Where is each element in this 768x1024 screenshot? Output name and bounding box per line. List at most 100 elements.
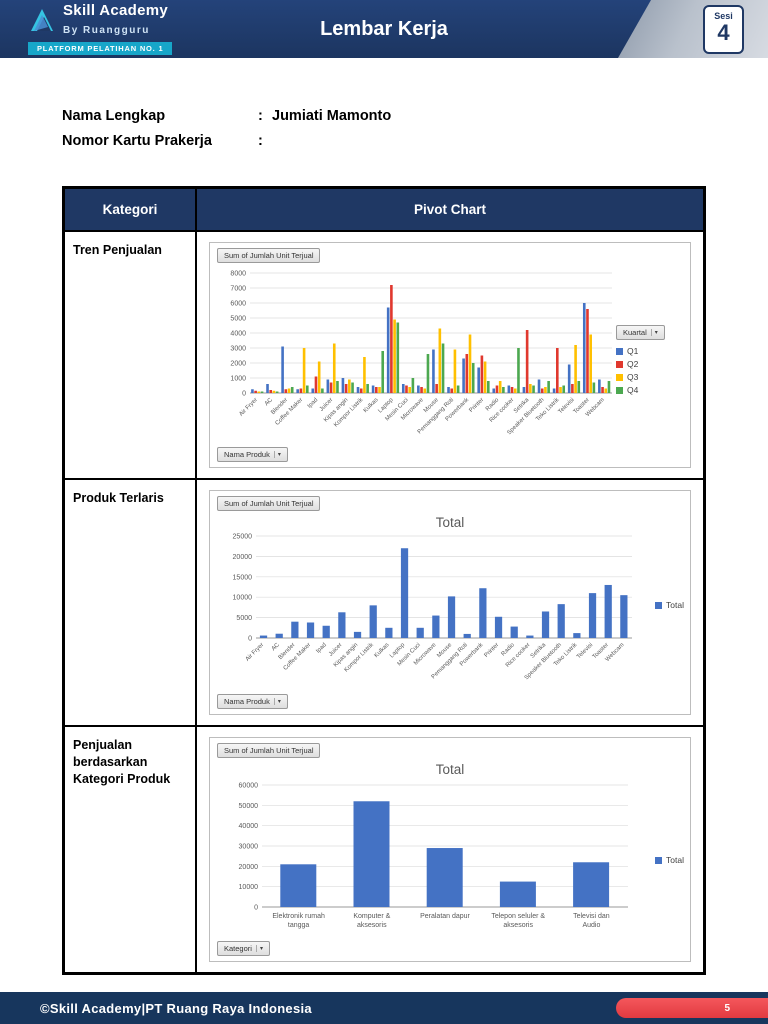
svg-text:5000: 5000: [236, 615, 252, 622]
pivot-field-label: Sum of Jumlah Unit Terjual: [224, 746, 314, 755]
pivot-field-button[interactable]: Sum of Jumlah Unit Terjual: [217, 743, 321, 758]
svg-text:0: 0: [242, 391, 246, 398]
svg-text:tangga: tangga: [288, 922, 310, 929]
session-label: Sesi: [714, 11, 733, 21]
svg-text:2000: 2000: [230, 361, 246, 368]
svg-text:Kulkas: Kulkas: [363, 397, 380, 414]
pivot-chart-cell: Sum of Jumlah Unit Terjual Total 0 5000 10…: [196, 479, 704, 726]
column-header-kategori: Kategori: [64, 188, 196, 231]
pivot-field-button[interactable]: Sum of Jumlah Unit Terjual: [217, 496, 321, 511]
svg-text:Komputer &: Komputer &: [353, 913, 390, 920]
svg-text:Air Fryer: Air Fryer: [245, 642, 266, 663]
pivot-legend-label: Kuartal: [623, 328, 647, 337]
svg-text:Televisi dan: Televisi dan: [573, 913, 610, 920]
svg-text:Kulkas: Kulkas: [374, 642, 391, 659]
legend-swatch: [616, 386, 623, 394]
svg-text:Peralatan dapur: Peralatan dapur: [420, 913, 470, 920]
svg-text:0: 0: [248, 636, 252, 643]
pivot-chart-kategori-produk: Sum of Jumlah Unit Terjual Total 0 10000 2…: [209, 737, 691, 962]
header: Skill Academy By Ruangguru PLATFORM PELA…: [0, 0, 768, 58]
svg-text:Printer: Printer: [484, 642, 501, 659]
dropdown-arrow-icon: ▾: [273, 698, 281, 705]
svg-text:10000: 10000: [233, 595, 253, 602]
svg-text:7000: 7000: [230, 286, 246, 293]
pivot-axis-label: Kategori: [224, 944, 252, 953]
chart-plot-area: 0 10000 20000 30000 40000 50000 60000 Elektroni…: [216, 779, 684, 937]
footer-text: ©Skill Academy|PT Ruang Raya Indonesia: [40, 1000, 312, 1016]
svg-text:Elektronik rumah: Elektronik rumah: [272, 913, 325, 920]
table-row: Tren Penjualan Sum of Jumlah Unit Terjua…: [64, 231, 704, 479]
name-value: Jumiati Mamonto: [272, 108, 392, 124]
card-number-value: [272, 129, 706, 154]
worksheet-table: Kategori Pivot Chart Tren Penjualan Sum …: [62, 186, 706, 975]
column-header-pivot-chart: Pivot Chart: [196, 188, 704, 231]
svg-text:1000: 1000: [230, 376, 246, 383]
pivot-legend-button[interactable]: Kuartal ▾: [616, 325, 665, 340]
svg-text:15000: 15000: [233, 574, 253, 581]
chart-legend: Total: [655, 852, 684, 868]
legend-swatch: [616, 360, 623, 368]
svg-text:AC: AC: [264, 397, 275, 408]
pivot-field-label: Sum of Jumlah Unit Terjual: [224, 499, 314, 508]
pivot-axis-button[interactable]: Nama Produk ▾: [217, 447, 288, 462]
svg-text:20000: 20000: [233, 554, 253, 561]
chart-svg: 0 10000 20000 30000 40000 50000 60000 Elektroni…: [239, 783, 628, 929]
pivot-chart-cell: Sum of Jumlah Unit Terjual Total 0 10000 2…: [196, 726, 704, 973]
dropdown-arrow-icon: ▾: [255, 945, 263, 952]
svg-text:25000: 25000: [233, 534, 253, 541]
legend-item: Q1: [616, 346, 678, 356]
page-number-badge: 5: [616, 998, 768, 1018]
pivot-chart-cell: Sum of Jumlah Unit Terjual 0 1000 2000 3000…: [196, 231, 704, 479]
svg-text:0: 0: [254, 905, 258, 912]
pivot-field-button[interactable]: Sum of Jumlah Unit Terjual: [217, 248, 321, 263]
card-number-label: Nomor Kartu Prakerja: [62, 133, 212, 149]
category-cell: Tren Penjualan: [64, 231, 196, 479]
pivot-field-label: Sum of Jumlah Unit Terjual: [224, 251, 314, 260]
svg-text:10000: 10000: [239, 884, 259, 891]
category-cell: Penjualan berdasarkan Kategori Produk: [64, 726, 196, 973]
svg-text:50000: 50000: [239, 803, 259, 810]
page-title: Lembar Kerja: [320, 18, 448, 40]
svg-text:Televisi: Televisi: [576, 642, 594, 660]
table-row: Produk Terlaris Sum of Jumlah Unit Terju…: [64, 479, 704, 726]
chart-plot-area: 0 1000 2000 3000 4000 5000 6000 7000 8000 Air Fry…: [216, 267, 616, 443]
page-number: 5: [724, 1002, 730, 1014]
legend-swatch: [616, 347, 623, 355]
pivot-chart-produk-terlaris: Sum of Jumlah Unit Terjual Total 0 5000 10…: [209, 490, 691, 715]
card-number-separator: :: [258, 133, 263, 149]
legend-swatch: [616, 373, 623, 381]
svg-text:Printer: Printer: [468, 397, 485, 414]
session-badge: Sesi 4: [703, 5, 744, 54]
footer: ©Skill Academy|PT Ruang Raya Indonesia 5: [0, 992, 768, 1024]
svg-text:5000: 5000: [230, 316, 246, 323]
category-cell: Produk Terlaris: [64, 479, 196, 726]
logo-line2: By Ruangguru: [63, 25, 150, 36]
pivot-axis-label: Nama Produk: [224, 450, 270, 459]
svg-text:Telepon seluler &: Telepon seluler &: [491, 913, 545, 920]
svg-text:6000: 6000: [230, 301, 246, 308]
legend-swatch: [655, 856, 663, 864]
logo-line1: Skill Academy: [63, 2, 169, 19]
card-number-row: Nomor Kartu Prakerja :: [62, 129, 706, 154]
svg-text:3000: 3000: [230, 346, 246, 353]
pivot-axis-button[interactable]: Kategori ▾: [217, 941, 270, 956]
corner-decoration: [618, 0, 768, 58]
chart-legend-column: Kuartal ▾ Q1 Q2 Q3 Q4: [616, 267, 678, 443]
svg-text:aksesoris: aksesoris: [503, 922, 533, 929]
table-row: Penjualan berdasarkan Kategori Produk Su…: [64, 726, 704, 973]
chart-title: Total: [435, 762, 465, 777]
svg-text:Audio: Audio: [582, 922, 600, 929]
svg-text:8000: 8000: [230, 271, 246, 278]
chart-title: Total: [435, 515, 465, 530]
legend-item: Total: [655, 855, 684, 865]
svg-text:aksesoris: aksesoris: [357, 922, 387, 929]
svg-text:60000: 60000: [239, 783, 259, 790]
pivot-axis-button[interactable]: Nama Produk ▾: [217, 694, 288, 709]
table-header-row: Kategori Pivot Chart: [64, 188, 704, 231]
name-separator: :: [258, 108, 263, 124]
svg-text:Kompor Listrik: Kompor Listrik: [344, 641, 376, 673]
chart-legend: Total: [655, 597, 684, 613]
skill-academy-logo-icon: [31, 9, 53, 31]
skill-academy-logo: Skill Academy By Ruangguru PLATFORM PELA…: [28, 2, 173, 56]
